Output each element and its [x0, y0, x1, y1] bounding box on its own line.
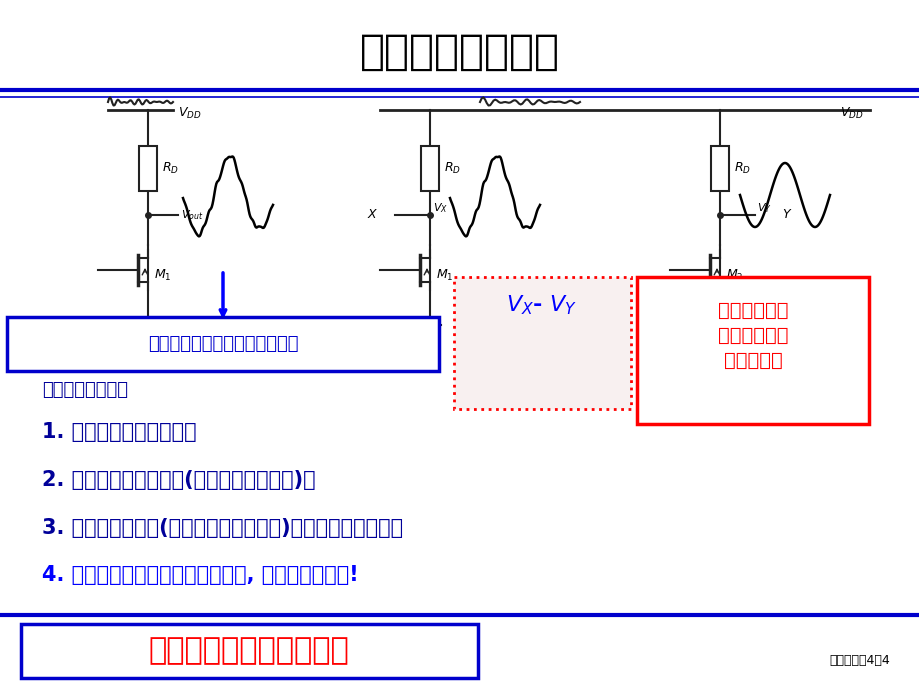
Text: 源噪声产生的: 源噪声产生的 [717, 326, 788, 344]
Text: $V_{DD}$: $V_{DD}$ [177, 106, 201, 121]
Text: $M_1$: $M_1$ [436, 268, 453, 282]
Bar [139, 146, 157, 190]
Text: $V_{DD}$: $V_{DD}$ [839, 106, 863, 121]
Text: $V_X$: $V_X$ [433, 201, 448, 215]
Text: 3. 偏置电路更简单(差分对可以直接耦和)、输出线性度更高。: 3. 偏置电路更简单(差分对可以直接耦和)、输出线性度更高。 [42, 518, 403, 538]
Text: $V_Y$: $V_Y$ [756, 201, 771, 215]
Text: 2. 增大了输出电压摆幅(是单端输出的两倍)。: 2. 增大了输出电压摆幅(是单端输出的两倍)。 [42, 470, 315, 490]
Text: $R_D$: $R_D$ [733, 161, 750, 175]
Text: 差动放大器4＃4: 差动放大器4＃4 [828, 653, 889, 667]
Text: $V_{out}$: $V_{out}$ [181, 208, 203, 222]
Bar [421, 146, 438, 190]
Text: 4. 缺点是芯片面积和功耗略有增加, 但绝对物有所值!: 4. 缺点是芯片面积和功耗略有增加, 但绝对物有所值! [42, 565, 358, 585]
Text: $V_X$- $V_Y$: $V_X$- $V_Y$ [505, 293, 577, 317]
Text: $X$: $X$ [367, 208, 378, 221]
Text: 干扰消除了: 干扰消除了 [723, 351, 781, 370]
Text: $M_1$: $M_1$ [153, 268, 171, 282]
Text: $M_2$: $M_2$ [725, 268, 743, 282]
Text: $Y$: $Y$ [781, 208, 791, 221]
Text: 差动输出时电: 差动输出时电 [717, 301, 788, 319]
Text: 如何放大一个差分信号？: 如何放大一个差分信号？ [149, 636, 349, 665]
Text: $R_D$: $R_D$ [444, 161, 460, 175]
Text: 1. 能有效抑制共模噪声。: 1. 能有效抑制共模噪声。 [42, 422, 197, 442]
FancyBboxPatch shape [7, 317, 438, 371]
Text: 差动信号的优点：: 差动信号的优点： [42, 381, 128, 399]
FancyBboxPatch shape [636, 277, 868, 424]
Text: 电源噪声对单端电路产生的干扰: 电源噪声对单端电路产生的干扰 [148, 335, 298, 353]
FancyBboxPatch shape [21, 624, 478, 678]
FancyBboxPatch shape [453, 277, 630, 409]
Text: 差分放大器的优点: 差分放大器的优点 [359, 31, 560, 73]
Bar [710, 146, 728, 190]
Text: $R_D$: $R_D$ [162, 161, 179, 175]
